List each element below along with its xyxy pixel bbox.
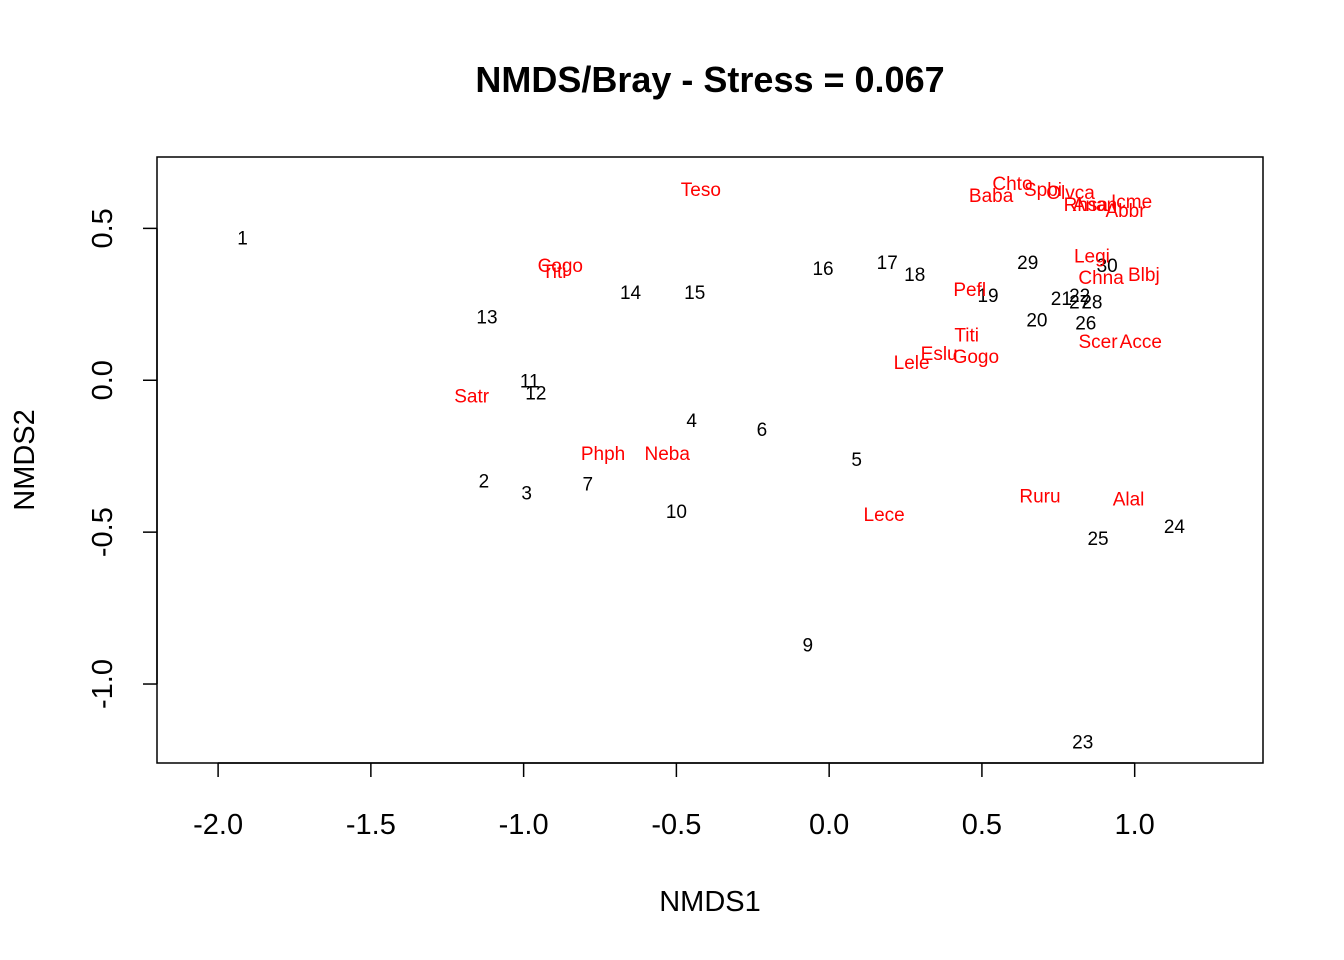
x-tick-label: 0.5 — [962, 809, 1002, 841]
site-point-label: 25 — [1087, 529, 1108, 550]
species-point-label: Eslu — [921, 344, 958, 365]
site-point-label: 13 — [476, 307, 497, 328]
x-tick-label: 1.0 — [1115, 809, 1155, 841]
x-tick-label: -2.0 — [193, 809, 243, 841]
x-axis-label: NMDS1 — [659, 886, 761, 918]
site-point-label: 17 — [877, 253, 898, 274]
site-point-label: 22 — [1069, 286, 1090, 307]
x-tick-label: -0.5 — [651, 809, 701, 841]
species-point-label: Ruru — [1019, 487, 1060, 508]
species-point-label: Scer — [1078, 332, 1118, 353]
x-axis: -2.0 -1.5 -1.0 -0.5 0.0 0.5 1.0 — [193, 762, 1155, 841]
site-point-label: 24 — [1164, 517, 1186, 538]
y-tick-label: 0.5 — [87, 208, 119, 248]
site-point-label: 18 — [904, 265, 925, 286]
species-point-label: Anan — [1073, 195, 1117, 216]
site-point-label: 4 — [686, 411, 697, 432]
species-point-label: Spbi — [1024, 180, 1062, 201]
species-point-label: Olvca — [1046, 183, 1095, 204]
site-point-label: 6 — [757, 420, 768, 441]
site-point-label: 23 — [1072, 733, 1093, 754]
site-point-label: 20 — [1026, 311, 1047, 332]
y-tick-label: -1.0 — [87, 659, 119, 709]
site-point-label: 16 — [812, 259, 833, 280]
site-point-label: 9 — [802, 636, 813, 657]
species-point-label: Teso — [681, 180, 721, 201]
y-tick-label: -0.5 — [87, 507, 119, 557]
y-axis: -1.0 -0.5 0.0 0.5 — [87, 208, 158, 709]
x-tick-label: 0.0 — [809, 809, 849, 841]
site-point-label: 29 — [1017, 253, 1038, 274]
species-point-label: Legi — [1074, 247, 1110, 268]
site-point-label: 27 — [1069, 292, 1090, 313]
species-point-label: Blbj — [1128, 265, 1160, 286]
species-point-label: Titi — [542, 262, 567, 283]
species-point-label: Titi — [954, 326, 979, 347]
site-point-label: 1 — [237, 228, 248, 249]
y-tick-label: 0.0 — [87, 360, 119, 400]
species-point-label: Phph — [581, 444, 625, 465]
site-point-label: 21 — [1051, 289, 1072, 310]
species-point-label: Acce — [1120, 332, 1162, 353]
species-point-label: Chto — [992, 174, 1032, 195]
site-point-label: 14 — [620, 283, 642, 304]
site-point-label: 15 — [684, 283, 705, 304]
species-point-label: Cogo — [538, 256, 583, 277]
species-point-label: Lele — [894, 353, 930, 374]
species-point-label: Gogo — [953, 347, 999, 368]
species-point-label: Satr — [454, 386, 490, 407]
site-point-label: 2 — [479, 472, 490, 493]
site-point-label: 12 — [525, 383, 546, 404]
site-point-label: 10 — [666, 502, 687, 523]
species-point-label: Chna — [1078, 268, 1124, 289]
species-point-label: Baba — [969, 186, 1014, 207]
site-point-label: 19 — [977, 286, 998, 307]
species-point-label: Icme — [1111, 192, 1152, 213]
species-point-label: Neba — [645, 444, 691, 465]
site-point-label: 5 — [851, 450, 862, 471]
site-point-label: 3 — [521, 484, 532, 505]
species-point-label: Lece — [864, 505, 905, 526]
species-point-label: Rhsa — [1064, 195, 1109, 216]
species-point-label: Alal — [1113, 490, 1145, 511]
species-point-label: Pefl — [953, 280, 986, 301]
site-point-label: 7 — [583, 475, 594, 496]
site-point-label: 30 — [1097, 256, 1118, 277]
x-tick-label: -1.0 — [499, 809, 549, 841]
species-point-label: Abbr — [1105, 201, 1146, 222]
site-point-label: 11 — [520, 371, 540, 392]
site-point-label: 26 — [1075, 314, 1096, 335]
chart-title: NMDS/Bray - Stress = 0.067 — [475, 59, 944, 100]
y-axis-label: NMDS2 — [9, 409, 41, 511]
site-point-label: 28 — [1081, 292, 1102, 313]
x-tick-label: -1.5 — [346, 809, 396, 841]
